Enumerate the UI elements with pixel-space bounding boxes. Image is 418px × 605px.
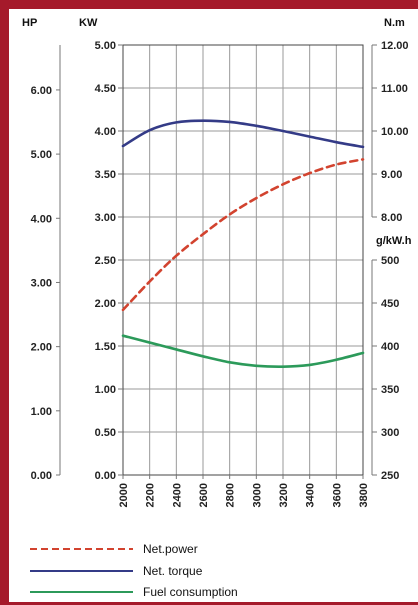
legend-label-net-power: Net.power: [143, 542, 198, 556]
x-tick-label: 3200: [278, 483, 290, 507]
kw-tick-label: 5.00: [95, 40, 116, 52]
net-torque-line: [121, 119, 365, 149]
nm-tick-label: 10.00: [381, 126, 409, 138]
fuel-tick-label: 400: [381, 341, 399, 353]
nm-tick-label: 11.00: [381, 83, 408, 95]
fuel-tick-label: 500: [381, 255, 399, 267]
kw-tick-label: 0.00: [95, 470, 116, 482]
x-tick-label: 2000: [118, 483, 130, 507]
kw-tick-label: 1.50: [95, 341, 116, 353]
x-tick-label: 2200: [145, 483, 157, 507]
kw-tick-label: 3.00: [95, 212, 116, 224]
x-tick-label: 2400: [171, 483, 183, 507]
kw-axis: KW 0.00 0.50 1.00 1.50 2.00 2.50 3.00 3.50 4.00 4…: [79, 17, 123, 482]
fuel-tick-label: 300: [381, 427, 399, 439]
kw-tick-label: 3.50: [95, 169, 116, 181]
x-tick-label: 2600: [198, 483, 210, 507]
legend-label-net-torque: Net. torque: [143, 564, 203, 578]
hp-tick-label: 4.00: [31, 213, 52, 225]
kw-tick-label: 4.50: [95, 83, 116, 95]
x-tick-label: 3600: [331, 483, 343, 507]
kw-tick-label: 4.00: [95, 126, 116, 138]
fuel-consumption-line: [121, 334, 365, 368]
kw-unit-label: KW: [79, 17, 98, 29]
x-tick-label: 3800: [358, 483, 370, 507]
fuel-tick-label: 350: [381, 384, 399, 396]
hp-axis: HP 0.00 1.00 2.00 3.00 4.00 5.00 6.00: [22, 17, 61, 482]
nm-tick-label: 8.00: [381, 212, 402, 224]
legend-item-fuel-consumption: Fuel consumption: [30, 585, 238, 599]
legend-label-fuel-consumption: Fuel consumption: [143, 585, 238, 599]
plot-area: [122, 44, 364, 476]
x-tick-label: 3000: [251, 483, 263, 507]
fuel-tick-label: 450: [381, 298, 399, 310]
nm-tick-label: 9.00: [381, 169, 402, 181]
kw-tick-label: 0.50: [95, 427, 116, 439]
fuel-tick-label: 250: [381, 470, 399, 482]
kw-tick-label: 2.00: [95, 298, 116, 310]
series-layer: [121, 119, 365, 368]
hp-tick-label: 3.00: [31, 277, 52, 289]
kw-tick-label: 2.50: [95, 255, 116, 267]
hp-tick-label: 0.00: [31, 470, 52, 482]
hp-tick-label: 6.00: [31, 85, 52, 97]
legend-item-net-power: Net.power: [30, 542, 198, 556]
legend: Net.power Net. torque Fuel consumption: [30, 542, 238, 599]
hp-tick-label: 1.00: [31, 406, 52, 418]
nm-tick-label: 12.00: [381, 40, 409, 52]
x-tick-label: 3400: [305, 483, 317, 507]
hp-unit-label: HP: [22, 17, 37, 29]
fuel-unit-label: g/kW.h: [376, 235, 412, 247]
legend-item-net-torque: Net. torque: [30, 564, 203, 578]
x-tick-label: 2800: [225, 483, 237, 507]
nm-unit-label: N.m: [384, 17, 405, 29]
net-power-line: [121, 158, 365, 312]
hp-tick-label: 5.00: [31, 149, 52, 161]
hp-tick-label: 2.00: [31, 342, 52, 354]
kw-tick-label: 1.00: [95, 384, 116, 396]
fuel-axis: g/kW.h 250 300 350 400 450 500: [371, 235, 412, 482]
x-axis: 2000 2200 2400 2600 2800 3000 3200 3400 3600 3800: [118, 475, 370, 507]
nm-axis: N.m 8.00 9.00 10.00 11.00 12.00: [371, 17, 409, 224]
